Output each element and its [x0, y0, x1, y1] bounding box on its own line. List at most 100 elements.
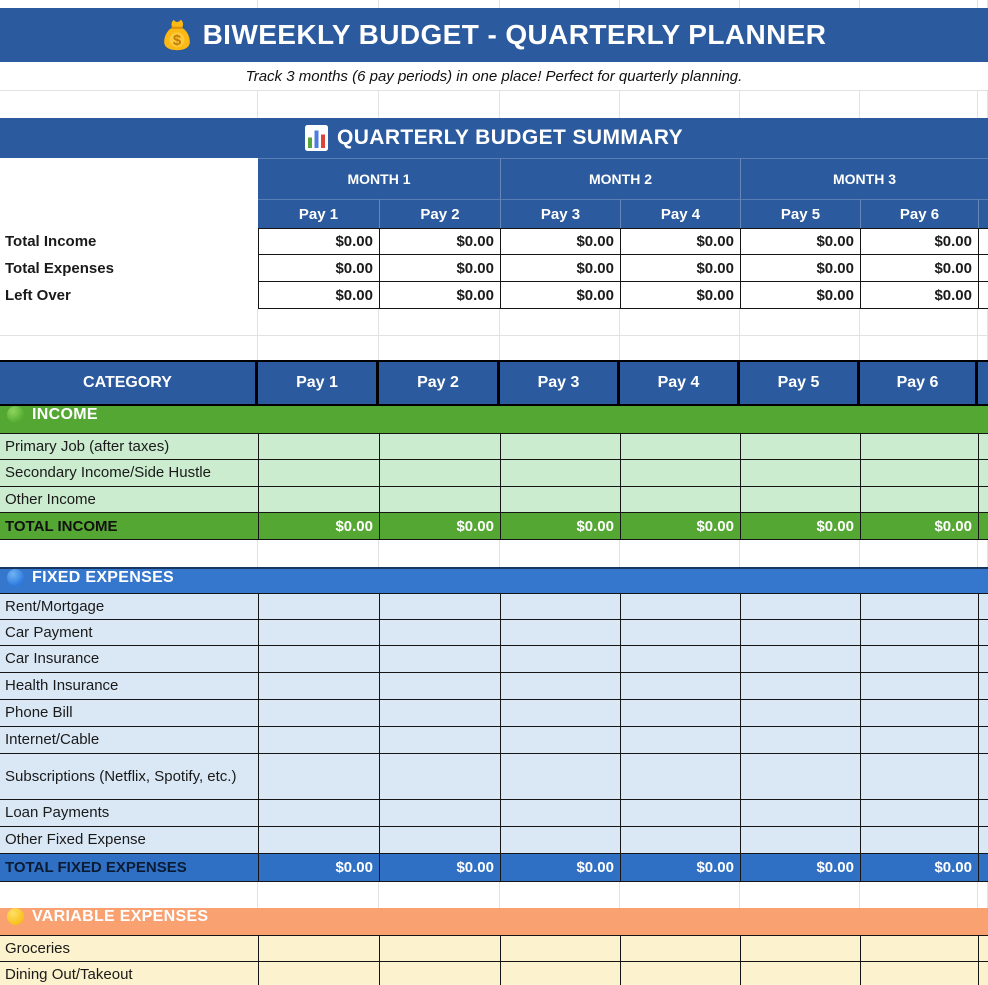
amount-cell[interactable] — [860, 727, 978, 754]
amount-cell[interactable] — [500, 673, 620, 700]
amount-cell[interactable] — [978, 935, 988, 962]
pay-header-cell[interactable]: Pay 1 — [258, 362, 379, 404]
amount-cell[interactable] — [620, 460, 740, 487]
amount-cell[interactable] — [620, 646, 740, 673]
summary-amount-cell[interactable] — [978, 228, 988, 255]
amount-cell[interactable] — [978, 727, 988, 754]
row-label-cell[interactable]: Subscriptions (Netflix, Spotify, etc.) — [0, 754, 258, 800]
pay-header-cell[interactable]: Pay 6 — [860, 199, 978, 228]
title-bar[interactable]: $ BIWEEKLY BUDGET - QUARTERLY PLANNER — [0, 8, 988, 62]
total-amount-cell[interactable]: $0.00 — [258, 854, 379, 882]
amount-cell[interactable] — [379, 827, 500, 854]
amount-cell[interactable] — [860, 935, 978, 962]
amount-cell[interactable] — [978, 754, 988, 800]
pay-header-cell[interactable]: Pay 5 — [740, 362, 860, 404]
row-label-cell[interactable]: Car Insurance — [0, 646, 258, 673]
amount-cell[interactable] — [978, 487, 988, 513]
row-label-cell[interactable]: Primary Job (after taxes) — [0, 433, 258, 460]
amount-cell[interactable] — [379, 646, 500, 673]
amount-cell[interactable] — [258, 727, 379, 754]
amount-cell[interactable] — [978, 673, 988, 700]
amount-cell[interactable] — [258, 700, 379, 727]
amount-cell[interactable] — [379, 935, 500, 962]
amount-cell[interactable] — [500, 935, 620, 962]
summary-amount-cell[interactable]: $0.00 — [860, 255, 978, 282]
row-label-cell[interactable]: Internet/Cable — [0, 727, 258, 754]
pay-header-cell[interactable]: Pay 4 — [620, 199, 740, 228]
amount-cell[interactable] — [620, 800, 740, 827]
amount-cell[interactable] — [620, 593, 740, 620]
amount-cell[interactable] — [258, 935, 379, 962]
amount-cell[interactable] — [860, 754, 978, 800]
amount-cell[interactable] — [620, 487, 740, 513]
amount-cell[interactable] — [740, 646, 860, 673]
amount-cell[interactable] — [379, 460, 500, 487]
summary-amount-cell[interactable]: $0.00 — [740, 282, 860, 309]
amount-cell[interactable] — [978, 700, 988, 727]
pay-header-cell[interactable]: Pay 6 — [860, 362, 978, 404]
amount-cell[interactable] — [978, 620, 988, 646]
amount-cell[interactable] — [740, 433, 860, 460]
month-header-cell[interactable]: MONTH 3 — [740, 158, 988, 199]
amount-cell[interactable] — [978, 593, 988, 620]
amount-cell[interactable] — [860, 646, 978, 673]
summary-amount-cell[interactable]: $0.00 — [258, 255, 379, 282]
pay-header-cell[interactable]: Pay 2 — [379, 199, 500, 228]
amount-cell[interactable] — [978, 962, 988, 985]
row-label-cell[interactable]: Other Income — [0, 487, 258, 513]
amount-cell[interactable] — [860, 800, 978, 827]
pay-header-cell[interactable]: Pay 2 — [379, 362, 500, 404]
amount-cell[interactable] — [620, 827, 740, 854]
total-amount-cell[interactable] — [978, 854, 988, 882]
amount-cell[interactable] — [379, 593, 500, 620]
pay-header-cell[interactable]: Pay 3 — [500, 362, 620, 404]
summary-amount-cell[interactable]: $0.00 — [620, 282, 740, 309]
amount-cell[interactable] — [740, 700, 860, 727]
amount-cell[interactable] — [500, 646, 620, 673]
month-header-cell[interactable]: MONTH 2 — [500, 158, 740, 199]
amount-cell[interactable] — [500, 754, 620, 800]
amount-cell[interactable] — [860, 487, 978, 513]
row-label-cell[interactable]: Secondary Income/Side Hustle — [0, 460, 258, 487]
amount-cell[interactable] — [620, 962, 740, 985]
amount-cell[interactable] — [740, 673, 860, 700]
summary-amount-cell[interactable]: $0.00 — [740, 255, 860, 282]
amount-cell[interactable] — [258, 673, 379, 700]
summary-amount-cell[interactable]: $0.00 — [860, 282, 978, 309]
amount-cell[interactable] — [379, 673, 500, 700]
total-amount-cell[interactable]: $0.00 — [379, 854, 500, 882]
row-label-cell[interactable]: Phone Bill — [0, 700, 258, 727]
total-row-label[interactable]: TOTAL INCOME — [0, 513, 258, 540]
total-amount-cell[interactable]: $0.00 — [740, 513, 860, 540]
amount-cell[interactable] — [258, 646, 379, 673]
amount-cell[interactable] — [620, 620, 740, 646]
amount-cell[interactable] — [258, 620, 379, 646]
summary-amount-cell[interactable]: $0.00 — [379, 282, 500, 309]
amount-cell[interactable] — [500, 433, 620, 460]
total-amount-cell[interactable]: $0.00 — [860, 513, 978, 540]
total-amount-cell[interactable]: $0.00 — [500, 854, 620, 882]
amount-cell[interactable] — [740, 754, 860, 800]
amount-cell[interactable] — [500, 620, 620, 646]
amount-cell[interactable] — [379, 754, 500, 800]
summary-amount-cell[interactable]: $0.00 — [500, 228, 620, 255]
amount-cell[interactable] — [379, 727, 500, 754]
amount-cell[interactable] — [258, 962, 379, 985]
amount-cell[interactable] — [740, 460, 860, 487]
amount-cell[interactable] — [620, 433, 740, 460]
summary-amount-cell[interactable]: $0.00 — [620, 228, 740, 255]
amount-cell[interactable] — [740, 593, 860, 620]
amount-cell[interactable] — [258, 433, 379, 460]
amount-cell[interactable] — [740, 962, 860, 985]
row-label-cell[interactable]: Car Payment — [0, 620, 258, 646]
amount-cell[interactable] — [258, 800, 379, 827]
amount-cell[interactable] — [500, 827, 620, 854]
amount-cell[interactable] — [620, 754, 740, 800]
month-header-cell[interactable]: MONTH 1 — [258, 158, 500, 199]
amount-cell[interactable] — [978, 460, 988, 487]
amount-cell[interactable] — [500, 460, 620, 487]
amount-cell[interactable] — [740, 620, 860, 646]
total-amount-cell[interactable]: $0.00 — [500, 513, 620, 540]
pay-header-cell[interactable]: Pay 5 — [740, 199, 860, 228]
total-amount-cell[interactable]: $0.00 — [620, 513, 740, 540]
